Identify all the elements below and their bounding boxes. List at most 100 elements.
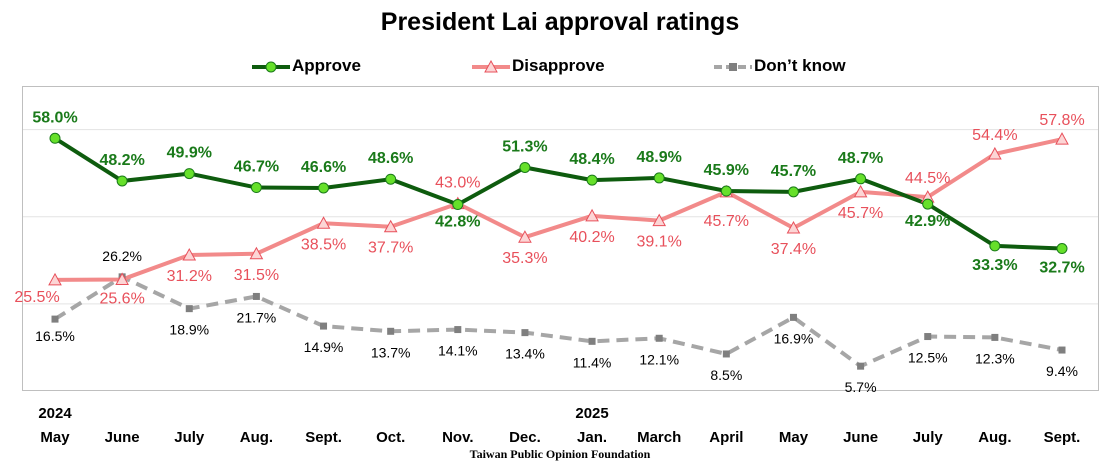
data-label-s2-12: 5.7% <box>845 379 877 395</box>
approve-point-12 <box>855 173 867 185</box>
data-label-s1-6: 43.0% <box>435 175 480 192</box>
approve-point-4 <box>318 182 330 194</box>
disapprove-point-0 <box>48 272 62 286</box>
data-label-s0-9: 48.9% <box>637 149 682 166</box>
dont-know-point-4 <box>320 322 328 330</box>
data-label-s1-13: 44.5% <box>905 170 950 187</box>
series-line-0 <box>53 136 1063 251</box>
series-line-2 <box>53 274 1063 369</box>
data-label-s0-13: 42.9% <box>905 213 950 230</box>
x-tick-label-13: July <box>913 429 944 446</box>
data-label-s1-14: 54.4% <box>972 127 1017 144</box>
approve-point-1 <box>116 175 128 187</box>
data-label-s0-11: 45.7% <box>771 163 816 180</box>
x-tick-label-1: June <box>105 429 140 446</box>
disapprove-point-11 <box>786 220 801 234</box>
disapprove-point-9 <box>652 213 667 227</box>
legend-swatch-approve-icon <box>252 61 290 73</box>
disapprove-point-12 <box>853 184 868 198</box>
legend-item-approve: Approve <box>250 56 361 76</box>
data-label-s2-11: 16.9% <box>774 330 814 346</box>
data-label-s0-6: 42.8% <box>435 214 480 231</box>
data-label-s0-15: 32.7% <box>1039 260 1084 277</box>
data-label-s2-13: 12.5% <box>908 350 948 366</box>
data-label-s1-3: 31.5% <box>234 267 279 284</box>
data-label-s2-6: 14.1% <box>438 343 478 359</box>
data-label-s1-10: 45.7% <box>704 213 749 230</box>
disapprove-point-14 <box>988 146 1002 160</box>
x-tick-label-0: May <box>40 429 70 446</box>
data-label-s2-14: 12.3% <box>975 350 1015 366</box>
x-tick-label-11: May <box>779 429 809 446</box>
data-label-s0-1: 48.2% <box>99 152 144 169</box>
data-label-s1-1: 25.6% <box>99 290 144 307</box>
approve-point-11 <box>787 186 799 198</box>
x-tick-label-14: Aug. <box>978 429 1011 446</box>
data-label-s0-3: 46.7% <box>234 159 279 176</box>
x-tick-label-12: June <box>843 429 878 446</box>
disapprove-point-3 <box>249 246 264 260</box>
data-label-s0-7: 51.3% <box>502 138 547 155</box>
approve-point-6 <box>452 199 464 211</box>
data-label-s0-8: 48.4% <box>569 151 614 168</box>
plot-area <box>22 86 1099 391</box>
disapprove-point-2 <box>182 248 197 261</box>
series-line-1 <box>54 137 1063 282</box>
chart-title: President Lai approval ratings <box>380 8 740 36</box>
data-label-s1-12: 45.7% <box>838 205 883 222</box>
approve-point-5 <box>385 173 397 185</box>
disapprove-point-5 <box>383 219 398 233</box>
x-tick-label-8: Jan. <box>577 429 607 446</box>
x-tick-label-10: April <box>709 429 743 446</box>
x-tick-label-9: March <box>637 429 681 446</box>
data-label-s1-2: 31.2% <box>167 268 212 285</box>
approve-point-8 <box>586 174 598 186</box>
data-label-s1-15: 57.8% <box>1039 112 1084 129</box>
data-label-s1-4: 38.5% <box>301 236 346 253</box>
dont-know-point-0 <box>51 315 59 323</box>
data-label-s2-15: 9.4% <box>1046 363 1078 379</box>
dont-know-point-7 <box>521 329 529 337</box>
data-label-s2-3: 21.7% <box>237 309 277 325</box>
data-label-s0-14: 33.3% <box>972 257 1017 274</box>
data-label-s1-8: 40.2% <box>569 229 614 246</box>
data-label-s2-7: 13.4% <box>505 346 545 362</box>
x-tick-label-7: Dec. <box>509 429 541 446</box>
data-label-s1-7: 35.3% <box>502 250 547 267</box>
disapprove-point-1 <box>115 272 129 285</box>
disapprove-point-4 <box>316 216 331 229</box>
dont-know-point-9 <box>655 334 663 342</box>
legend-item-dont-know: Don’t know <box>712 56 846 76</box>
data-label-s2-10: 8.5% <box>710 367 742 383</box>
approve-point-14 <box>989 240 1001 252</box>
disapprove-point-15 <box>1055 132 1069 145</box>
legend-label-dont-know: Don’t know <box>754 56 846 75</box>
data-label-s1-0: 25.5% <box>14 289 59 306</box>
data-label-s2-0: 16.5% <box>35 328 75 344</box>
data-label-s2-8: 11.4% <box>573 354 612 370</box>
legend-swatch-disapprove-icon <box>472 59 510 73</box>
dont-know-point-14 <box>991 333 999 341</box>
dont-know-point-11 <box>789 313 797 321</box>
dont-know-point-6 <box>454 326 462 334</box>
approve-point-0 <box>49 132 61 144</box>
dont-know-point-12 <box>857 362 865 370</box>
source-note: Taiwan Public Opinion Foundation <box>469 447 651 461</box>
approve-point-3 <box>250 182 262 194</box>
dont-know-point-10 <box>722 350 730 358</box>
x-tick-label-3: Aug. <box>240 429 273 446</box>
data-label-s2-4: 14.9% <box>304 339 344 355</box>
dont-know-point-8 <box>588 337 596 345</box>
x-tick-label-15: Sept. <box>1044 429 1081 446</box>
data-label-s0-10: 45.9% <box>704 162 749 179</box>
dont-know-point-15 <box>1058 346 1066 354</box>
x-tick-label-5: Oct. <box>376 429 405 446</box>
year-label-2024: 2024 <box>38 405 72 422</box>
x-tick-label-6: Nov. <box>442 429 473 446</box>
legend-item-disapprove: Disapprove <box>470 56 605 76</box>
data-label-s0-2: 49.9% <box>167 145 212 162</box>
approve-point-9 <box>653 172 665 184</box>
legend-label-disapprove: Disapprove <box>512 56 605 75</box>
legend-label-approve: Approve <box>292 56 361 75</box>
